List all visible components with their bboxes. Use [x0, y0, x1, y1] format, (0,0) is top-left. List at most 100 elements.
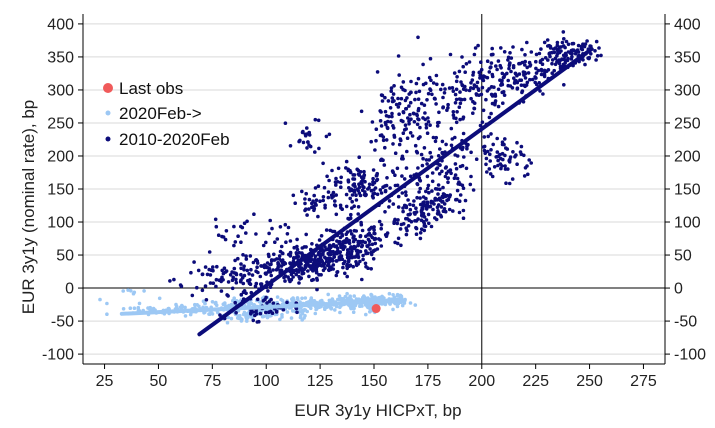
point-2010-2020feb: [414, 90, 418, 95]
point-2010-2020feb: [232, 224, 236, 229]
point-2010-2020feb: [315, 278, 320, 282]
point-2010-2020feb: [427, 158, 432, 162]
y-tick-label-right: 50: [674, 248, 692, 265]
point-2010-2020feb: [506, 167, 510, 171]
point-2010-2020feb: [303, 133, 308, 138]
point-2010-2020feb: [379, 124, 384, 128]
point-2010-2020feb: [500, 140, 505, 144]
y-tick-label-left: 0: [65, 281, 74, 298]
point-2010-2020feb: [490, 46, 495, 51]
point-2010-2020feb: [428, 123, 432, 127]
point-2010-2020feb: [239, 292, 244, 297]
point-2010-2020feb: [480, 120, 485, 124]
point-2020feb: [289, 316, 294, 320]
point-2010-2020feb: [399, 222, 404, 227]
point-2020feb: [121, 289, 125, 293]
point-2010-2020feb: [388, 106, 393, 110]
point-2010-2020feb: [366, 266, 370, 271]
point-2010-2020feb: [470, 78, 475, 82]
point-2010-2020feb: [371, 180, 375, 184]
point-2010-2020feb: [333, 180, 338, 184]
point-2010-2020feb: [335, 246, 340, 251]
point-2010-2020feb: [474, 92, 479, 96]
point-2010-2020feb: [526, 172, 530, 177]
point-2010-2020feb: [523, 70, 527, 75]
point-2010-2020feb: [331, 263, 336, 267]
point-2010-2020feb: [307, 197, 312, 202]
point-2010-2020feb: [523, 76, 528, 80]
point-2010-2020feb: [424, 207, 429, 211]
point-2010-2020feb: [422, 224, 427, 228]
x-tick-label: 200: [468, 373, 495, 390]
point-2010-2020feb: [418, 186, 423, 191]
point-2010-2020feb: [424, 189, 428, 194]
point-2010-2020feb: [507, 181, 512, 186]
point-2010-2020feb: [496, 163, 500, 168]
point-2010-2020feb: [500, 164, 504, 168]
point-2010-2020feb: [461, 115, 466, 119]
point-2010-2020feb: [282, 260, 287, 265]
point-2010-2020feb: [379, 226, 384, 231]
point-2010-2020feb: [542, 71, 547, 76]
fit-line-2010-2020feb: [197, 47, 594, 337]
point-2010-2020feb: [350, 199, 355, 204]
point-2010-2020feb: [490, 74, 495, 79]
point-2010-2020feb: [427, 75, 432, 80]
y-tick-label-left: 150: [47, 182, 74, 199]
point-2010-2020feb: [373, 237, 378, 241]
point-2010-2020feb: [318, 263, 323, 268]
point-2010-2020feb: [396, 194, 401, 199]
point-2020feb: [132, 306, 137, 311]
point-2010-2020feb: [507, 62, 512, 66]
point-2010-2020feb: [279, 244, 284, 249]
point-2010-2020feb: [435, 82, 439, 87]
point-2010-2020feb: [304, 245, 308, 249]
point-2010-2020feb: [595, 54, 600, 58]
point-2010-2020feb: [570, 54, 574, 59]
point-2010-2020feb: [248, 282, 253, 287]
point-2010-2020feb: [258, 274, 263, 279]
point-2010-2020feb: [208, 281, 213, 285]
point-2010-2020feb: [230, 270, 234, 274]
point-2010-2020feb: [480, 85, 485, 90]
y-tick-label-right: 200: [674, 148, 701, 165]
point-2020feb: [303, 313, 307, 318]
point-2010-2020feb: [304, 191, 309, 196]
point-2010-2020feb: [360, 243, 365, 248]
point-2010-2020feb: [270, 226, 274, 231]
point-2010-2020feb: [448, 168, 453, 172]
point-2010-2020feb: [383, 95, 387, 100]
point-2010-2020feb: [484, 97, 488, 102]
point-2010-2020feb: [348, 263, 353, 268]
point-2010-2020feb: [552, 50, 557, 55]
point-2010-2020feb: [269, 273, 274, 278]
point-2010-2020feb: [489, 85, 494, 89]
point-2010-2020feb: [244, 231, 248, 235]
point-2020feb: [329, 307, 334, 311]
point-2010-2020feb: [511, 45, 515, 49]
point-2010-2020feb: [539, 67, 544, 72]
point-2010-2020feb: [242, 221, 247, 225]
point-2010-2020feb: [479, 60, 483, 64]
point-2010-2020feb: [563, 45, 567, 50]
point-2010-2020feb: [477, 93, 481, 97]
point-2010-2020feb: [428, 56, 433, 61]
x-tick-label: 125: [307, 373, 334, 390]
point-2010-2020feb: [401, 209, 405, 214]
point-2010-2020feb: [299, 276, 304, 280]
point-2010-2020feb: [274, 268, 279, 272]
point-2010-2020feb: [379, 191, 384, 195]
point-2010-2020feb: [261, 243, 266, 248]
point-2010-2020feb: [391, 142, 395, 146]
point-2010-2020feb: [431, 81, 436, 85]
point-2010-2020feb: [398, 137, 403, 141]
point-2010-2020feb: [409, 79, 413, 84]
y-tick-label-left: 200: [47, 148, 74, 165]
point-2010-2020feb: [358, 234, 363, 238]
point-2010-2020feb: [561, 53, 566, 58]
point-2010-2020feb: [455, 176, 460, 181]
point-2010-2020feb: [389, 120, 393, 124]
point-2010-2020feb: [421, 203, 426, 208]
point-2020feb: [225, 320, 230, 325]
